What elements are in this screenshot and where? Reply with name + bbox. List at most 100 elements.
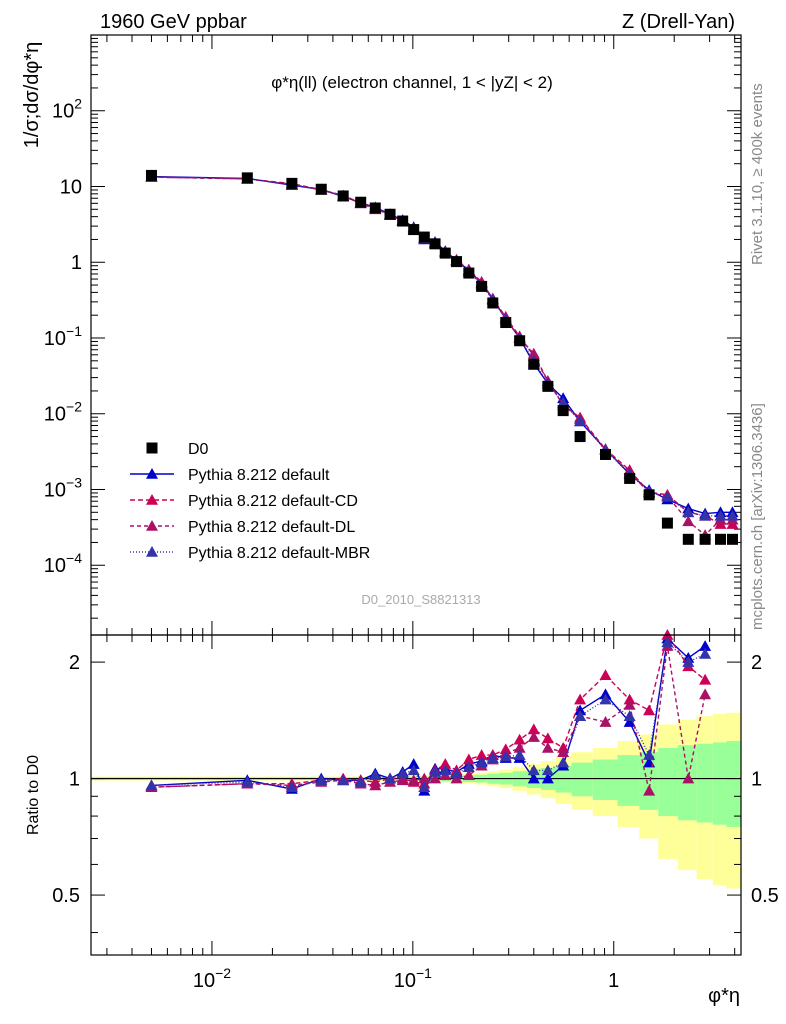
ratio-point (354, 775, 367, 787)
ratio-point (574, 693, 587, 705)
data-point (397, 215, 409, 227)
series-point (714, 509, 727, 521)
data-point (408, 224, 420, 236)
process-label: Z (Drell-Yan) (622, 11, 735, 33)
mcplots-label: mcplots.cern.ch [arXiv:1306.3436] (749, 403, 766, 630)
ratio-point (574, 710, 587, 721)
series-line (151, 176, 733, 517)
data-point (439, 247, 451, 259)
ratio-series-line (151, 645, 706, 791)
ratio-point (623, 698, 636, 710)
data-point (643, 489, 655, 501)
ratio-point (241, 775, 254, 787)
ratio-y-tick-label: 2 (751, 652, 762, 674)
ratio-point (623, 710, 636, 721)
data-point (624, 472, 636, 484)
series-point (574, 415, 587, 426)
data-point (241, 172, 253, 184)
x-tick-label: 10−2 (193, 965, 231, 992)
data-point (315, 183, 327, 195)
legend-label: Pythia 8.212 default (188, 467, 330, 484)
ratio-point (682, 772, 695, 784)
ratio-point (315, 774, 328, 786)
uncertainty-band-inner (592, 759, 618, 801)
data-point (337, 190, 349, 202)
uncertainty-band-inner (726, 741, 741, 827)
main-y-tick-label: 10−1 (44, 323, 82, 350)
data-point (418, 231, 430, 243)
ratio-y-tick-label: 2 (69, 652, 80, 674)
ratio-point (527, 731, 540, 742)
ratio-point (407, 758, 420, 769)
ratio-frame (90, 634, 742, 956)
x-axis-label: φ*η (708, 985, 740, 1007)
ratio-point (574, 704, 587, 716)
main-y-tick-label: 102 (52, 96, 82, 123)
ratio-point (369, 769, 382, 781)
data-point (574, 431, 586, 443)
uncertainty-band-inner (696, 743, 713, 823)
series-line (151, 175, 733, 515)
ratio-point (699, 640, 712, 651)
ratio-point (699, 647, 712, 659)
ratio-point (429, 765, 442, 777)
uncertainty-band-inner (571, 762, 593, 797)
data-point (463, 267, 475, 279)
ratio-point (462, 769, 475, 781)
ratio-point (285, 781, 298, 793)
uncertainty-band-inner (712, 742, 727, 825)
ratio-point (462, 761, 475, 773)
data-point (528, 358, 540, 370)
ratio-point (599, 693, 612, 705)
ratio-point (557, 756, 570, 768)
ratio-point (513, 749, 526, 760)
ratio-point (599, 716, 612, 727)
ratio-point (661, 636, 674, 648)
ratio-point (541, 741, 554, 753)
data-point (286, 177, 298, 189)
ratio-point (418, 772, 431, 784)
ratio-ylabel: Ratio to D0 (25, 755, 42, 835)
data-point (451, 256, 463, 268)
legend-label: Pythia 8.212 default-CD (188, 493, 358, 510)
legend-label: Pythia 8.212 default-MBR (188, 545, 370, 562)
ratio-point (439, 758, 452, 769)
ratio-point (513, 741, 526, 753)
ratio-point (462, 753, 475, 765)
ratio-series-line (151, 640, 706, 789)
data-point (542, 380, 554, 392)
ratio-point (599, 669, 612, 681)
ratio-point (527, 764, 540, 776)
legend: D0 Pythia 8.212 default Pythia 8.212 defau… (130, 441, 370, 562)
beam-label: 1960 GeV ppbar (100, 11, 247, 33)
series-point (682, 515, 695, 527)
ratio-point (407, 774, 420, 786)
ratio-point (384, 772, 397, 784)
ratio-point (541, 732, 554, 744)
x-tick-label: 1 (608, 970, 619, 992)
ratio-point (418, 781, 431, 793)
legend-marker (146, 546, 158, 557)
ratio-point (486, 752, 499, 763)
ratio-point (396, 774, 409, 786)
ratio-panel (91, 629, 741, 955)
series-point (557, 396, 570, 408)
data-point (369, 202, 381, 214)
main-y-tick-label: 10−3 (44, 474, 82, 501)
main-y-tick-label: 1 (71, 252, 82, 274)
ratio-point (369, 779, 382, 791)
ratio-point (429, 772, 442, 784)
ratio-point (475, 749, 488, 760)
ratio-point (475, 756, 488, 768)
x-tick-label: 10−1 (394, 965, 432, 992)
legend-marker (146, 494, 158, 505)
ratio-point (557, 746, 570, 757)
data-point (514, 335, 526, 347)
analysis-label: D0_2010_S8821313 (361, 592, 480, 607)
series-point (527, 347, 540, 359)
data-point (726, 533, 738, 545)
ratio-point (450, 767, 463, 779)
ratio-point (643, 784, 656, 796)
data-point (355, 196, 367, 208)
